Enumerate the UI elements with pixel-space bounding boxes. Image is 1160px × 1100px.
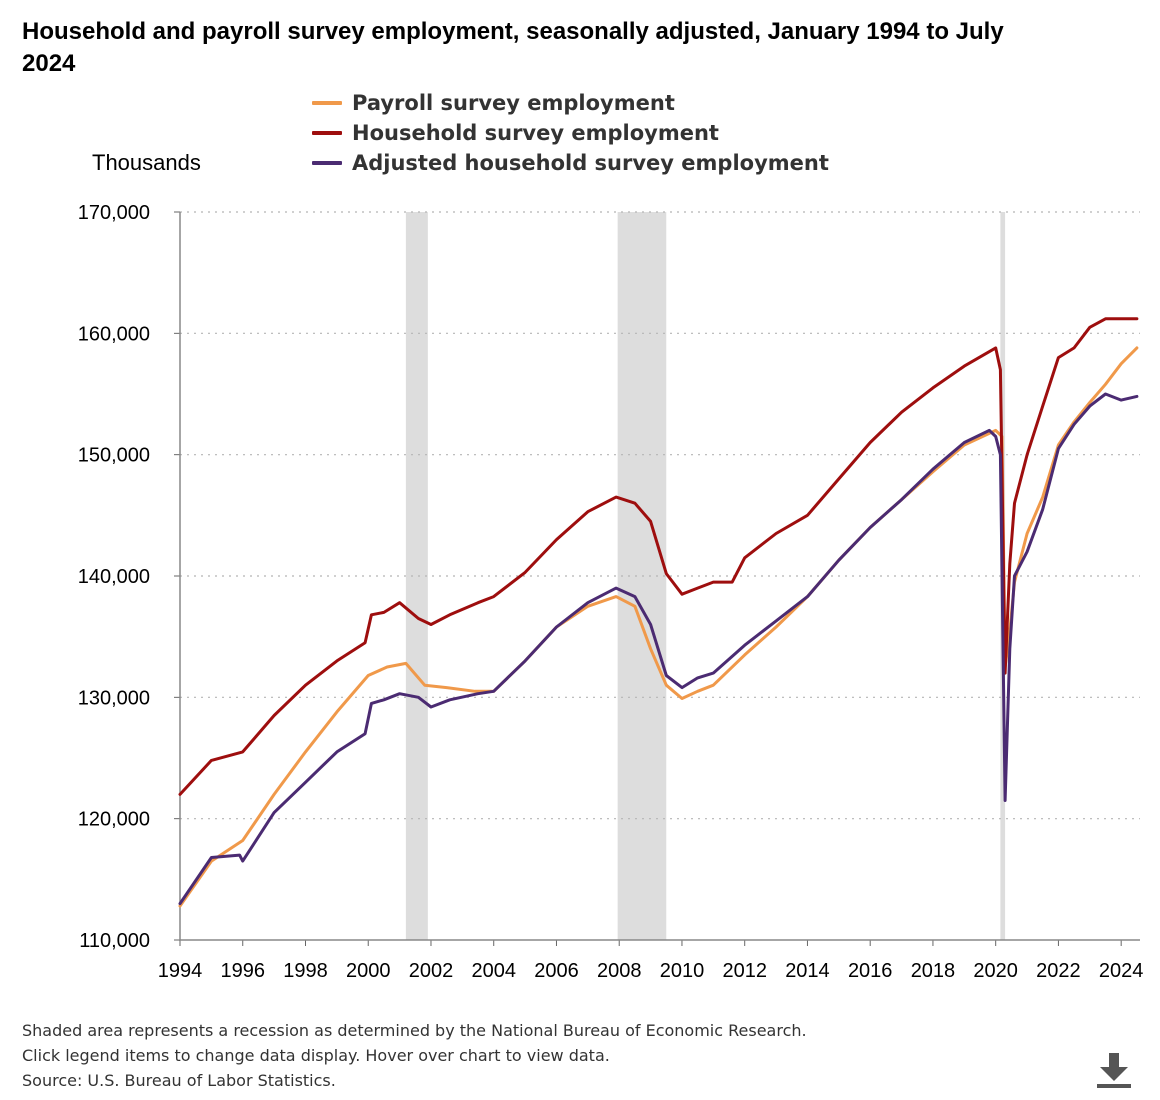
y-tick-label: 170,000 — [78, 202, 150, 224]
chart-legend: Payroll survey employment Household surv… — [312, 88, 829, 178]
x-tick-label: 2016 — [848, 960, 893, 982]
legend-label-adjusted-household: Adjusted household survey employment — [352, 151, 829, 175]
x-tick-label: 2004 — [471, 960, 516, 982]
x-tick-label: 1996 — [220, 960, 265, 982]
gridlines — [180, 211, 1140, 820]
x-tick-label: 2006 — [534, 960, 579, 982]
legend-swatch-payroll — [312, 101, 342, 105]
series-line-payroll[interactable] — [178, 346, 1139, 908]
y-tick-label: 140,000 — [78, 566, 150, 588]
x-tick-label: 2008 — [597, 960, 642, 982]
chart-notes: Shaded area represents a recession as de… — [22, 1018, 807, 1093]
x-tick-label: 2012 — [722, 960, 767, 982]
y-tick-label: 150,000 — [78, 445, 150, 467]
line-chart[interactable]: 110,000 120,000 130,000 140,000 150,000 160,0… — [0, 0, 1160, 1010]
recession-band — [405, 212, 428, 940]
legend-label-payroll: Payroll survey employment — [352, 91, 675, 115]
download-icon[interactable] — [1094, 1050, 1134, 1090]
x-tick-label: 2002 — [409, 960, 454, 982]
legend-item-adjusted-household[interactable]: Adjusted household survey employment — [312, 148, 829, 178]
legend-item-household[interactable]: Household survey employment — [312, 118, 829, 148]
x-tick-label: 2010 — [660, 960, 705, 982]
y-axis-unit-label: Thousands — [92, 150, 201, 175]
note-instructions: Click legend items to change data displa… — [22, 1046, 610, 1065]
x-tick-label: 2024 — [1099, 960, 1144, 982]
y-tick-label: 120,000 — [78, 809, 150, 831]
series-line-household[interactable] — [178, 317, 1139, 796]
legend-swatch-adjusted-household — [312, 161, 342, 165]
x-tick-label: 2020 — [973, 960, 1018, 982]
series-lines — [178, 317, 1139, 908]
legend-label-household: Household survey employment — [352, 121, 719, 145]
note-recession: Shaded area represents a recession as de… — [22, 1021, 807, 1040]
legend-item-payroll[interactable]: Payroll survey employment — [312, 88, 829, 118]
x-tick-label: 2018 — [911, 960, 956, 982]
legend-swatch-household — [312, 131, 342, 135]
x-tick-label: 1994 — [158, 960, 203, 982]
chart-title: Household and payroll survey employment,… — [22, 18, 1004, 77]
x-tick-label: 1998 — [283, 960, 328, 982]
x-tick-label: 2022 — [1036, 960, 1081, 982]
recession-band — [617, 212, 667, 940]
x-tick-label: 2014 — [785, 960, 830, 982]
y-tick-label: 130,000 — [78, 687, 150, 709]
axes: 110,000 120,000 130,000 140,000 150,000 160,0… — [78, 202, 1144, 982]
series-line-adjusted-household[interactable] — [178, 392, 1139, 906]
x-tick-label: 2000 — [346, 960, 391, 982]
y-tick-label: 110,000 — [79, 930, 150, 952]
y-tick-label: 160,000 — [78, 323, 150, 345]
note-source: Source: U.S. Bureau of Labor Statistics. — [22, 1071, 336, 1090]
